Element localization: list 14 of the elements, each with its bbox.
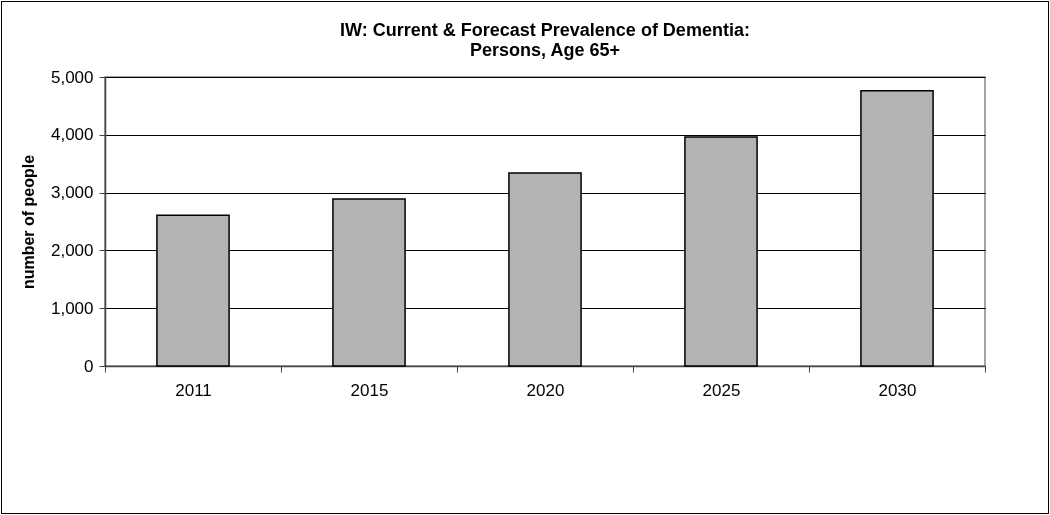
x-tick-label: 2025 (702, 380, 741, 400)
x-tick-label: 2030 (878, 380, 917, 400)
y-tick-label: 4,000 (50, 125, 94, 145)
text: Persons, Age 65+ (470, 40, 620, 60)
y-tick-label: 2,000 (50, 240, 94, 260)
y-tick-label: 1,000 (50, 298, 94, 318)
text: IW: Current & Forecast Prevalence of Dementia: (340, 20, 750, 40)
x-tick-label: 2020 (526, 380, 565, 400)
y-tick-label: 0 (84, 356, 94, 376)
y-axis-title: number of people (19, 154, 37, 290)
x-tick-label: 2015 (350, 380, 389, 400)
y-tick-label: 5,000 (50, 67, 94, 87)
x-tick-label: 2011 (175, 380, 212, 400)
y-tick-label: 3,000 (50, 183, 94, 203)
